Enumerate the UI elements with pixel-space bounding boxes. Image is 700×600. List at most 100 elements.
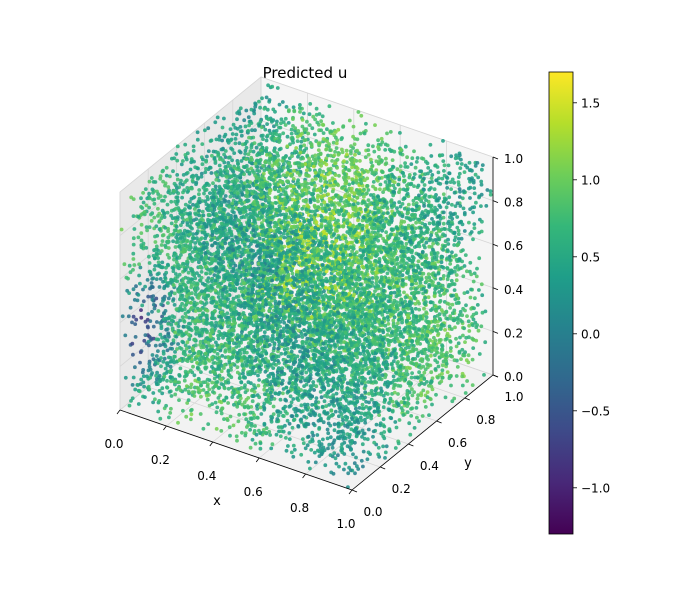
- data-point: [383, 180, 388, 184]
- data-point: [479, 324, 484, 329]
- data-point: [265, 107, 270, 112]
- data-point: [333, 161, 338, 166]
- data-point: [160, 239, 165, 244]
- data-point: [313, 117, 317, 122]
- data-point: [278, 174, 282, 179]
- data-point: [307, 156, 311, 161]
- data-point: [351, 146, 355, 150]
- data-point: [359, 181, 364, 186]
- data-point: [352, 142, 357, 147]
- data-point: [235, 126, 240, 131]
- data-point: [258, 105, 262, 110]
- data-point: [287, 108, 291, 113]
- data-point: [461, 189, 466, 194]
- data-point: [459, 162, 464, 166]
- data-point: [421, 271, 426, 276]
- data-point: [334, 135, 338, 140]
- data-point: [277, 140, 282, 144]
- data-point: [411, 198, 416, 203]
- data-point: [374, 281, 379, 286]
- data-point: [264, 95, 269, 100]
- data-point: [181, 159, 185, 163]
- data-point: [440, 343, 444, 347]
- data-point: [216, 153, 221, 158]
- data-point: [353, 152, 357, 157]
- data-point: [204, 159, 209, 164]
- data-point: [319, 202, 324, 207]
- data-point: [243, 151, 248, 156]
- data-point: [202, 191, 206, 196]
- data-point: [354, 178, 359, 183]
- data-point: [246, 129, 251, 133]
- data-point: [472, 226, 477, 231]
- data-point: [435, 323, 440, 328]
- data-point: [307, 123, 312, 127]
- data-point: [453, 325, 457, 330]
- data-point: [288, 168, 293, 173]
- data-point: [467, 220, 471, 225]
- data-point: [459, 157, 463, 162]
- data-point: [476, 328, 481, 333]
- data-point: [395, 261, 400, 266]
- data-point: [257, 169, 262, 174]
- data-point: [330, 176, 335, 181]
- data-point: [285, 134, 290, 139]
- data-point: [317, 171, 322, 175]
- data-point: [217, 134, 222, 139]
- data-point: [267, 98, 272, 102]
- data-point: [317, 141, 322, 146]
- data-point: [239, 129, 244, 134]
- data-point: [316, 199, 320, 204]
- data-point: [246, 115, 251, 120]
- data-point: [241, 311, 246, 315]
- data-point: [257, 142, 261, 147]
- data-point: [405, 155, 409, 160]
- data-point: [341, 164, 346, 169]
- data-point: [298, 110, 302, 114]
- data-point: [445, 301, 450, 306]
- data-point: [462, 353, 467, 358]
- data-point: [291, 137, 295, 142]
- data-point: [482, 373, 486, 377]
- data-point: [327, 144, 331, 149]
- data-point: [195, 137, 200, 142]
- data-point: [328, 211, 333, 216]
- data-point: [461, 274, 466, 279]
- data-point: [471, 279, 476, 284]
- data-point: [326, 192, 331, 197]
- data-point: [397, 200, 402, 205]
- data-point: [263, 160, 268, 165]
- data-point: [350, 240, 354, 245]
- data-point: [307, 112, 312, 117]
- data-point: [447, 171, 452, 176]
- data-point: [246, 279, 251, 284]
- data-point: [378, 187, 382, 192]
- data-point: [174, 152, 179, 156]
- data-point: [166, 301, 170, 305]
- data-point: [441, 139, 445, 143]
- data-point: [464, 335, 469, 340]
- data-point: [402, 178, 407, 183]
- data-point: [356, 218, 360, 223]
- data-point: [195, 130, 200, 135]
- data-point: [213, 184, 218, 189]
- data-point: [188, 200, 192, 204]
- data-point: [388, 168, 393, 172]
- data-point: [417, 370, 421, 375]
- data-point: [181, 173, 186, 177]
- data-point: [442, 163, 447, 168]
- data-point: [449, 154, 454, 159]
- data-point: [396, 321, 400, 326]
- data-point: [409, 162, 414, 167]
- data-point: [237, 195, 241, 199]
- data-point: [294, 146, 299, 150]
- data-point: [313, 161, 317, 165]
- data-point: [448, 262, 453, 266]
- data-point: [281, 173, 286, 178]
- data-point: [318, 168, 322, 172]
- data-point: [321, 131, 326, 136]
- data-point: [275, 151, 280, 156]
- data-point: [252, 170, 256, 175]
- data-point: [277, 204, 282, 209]
- data-point: [468, 295, 473, 300]
